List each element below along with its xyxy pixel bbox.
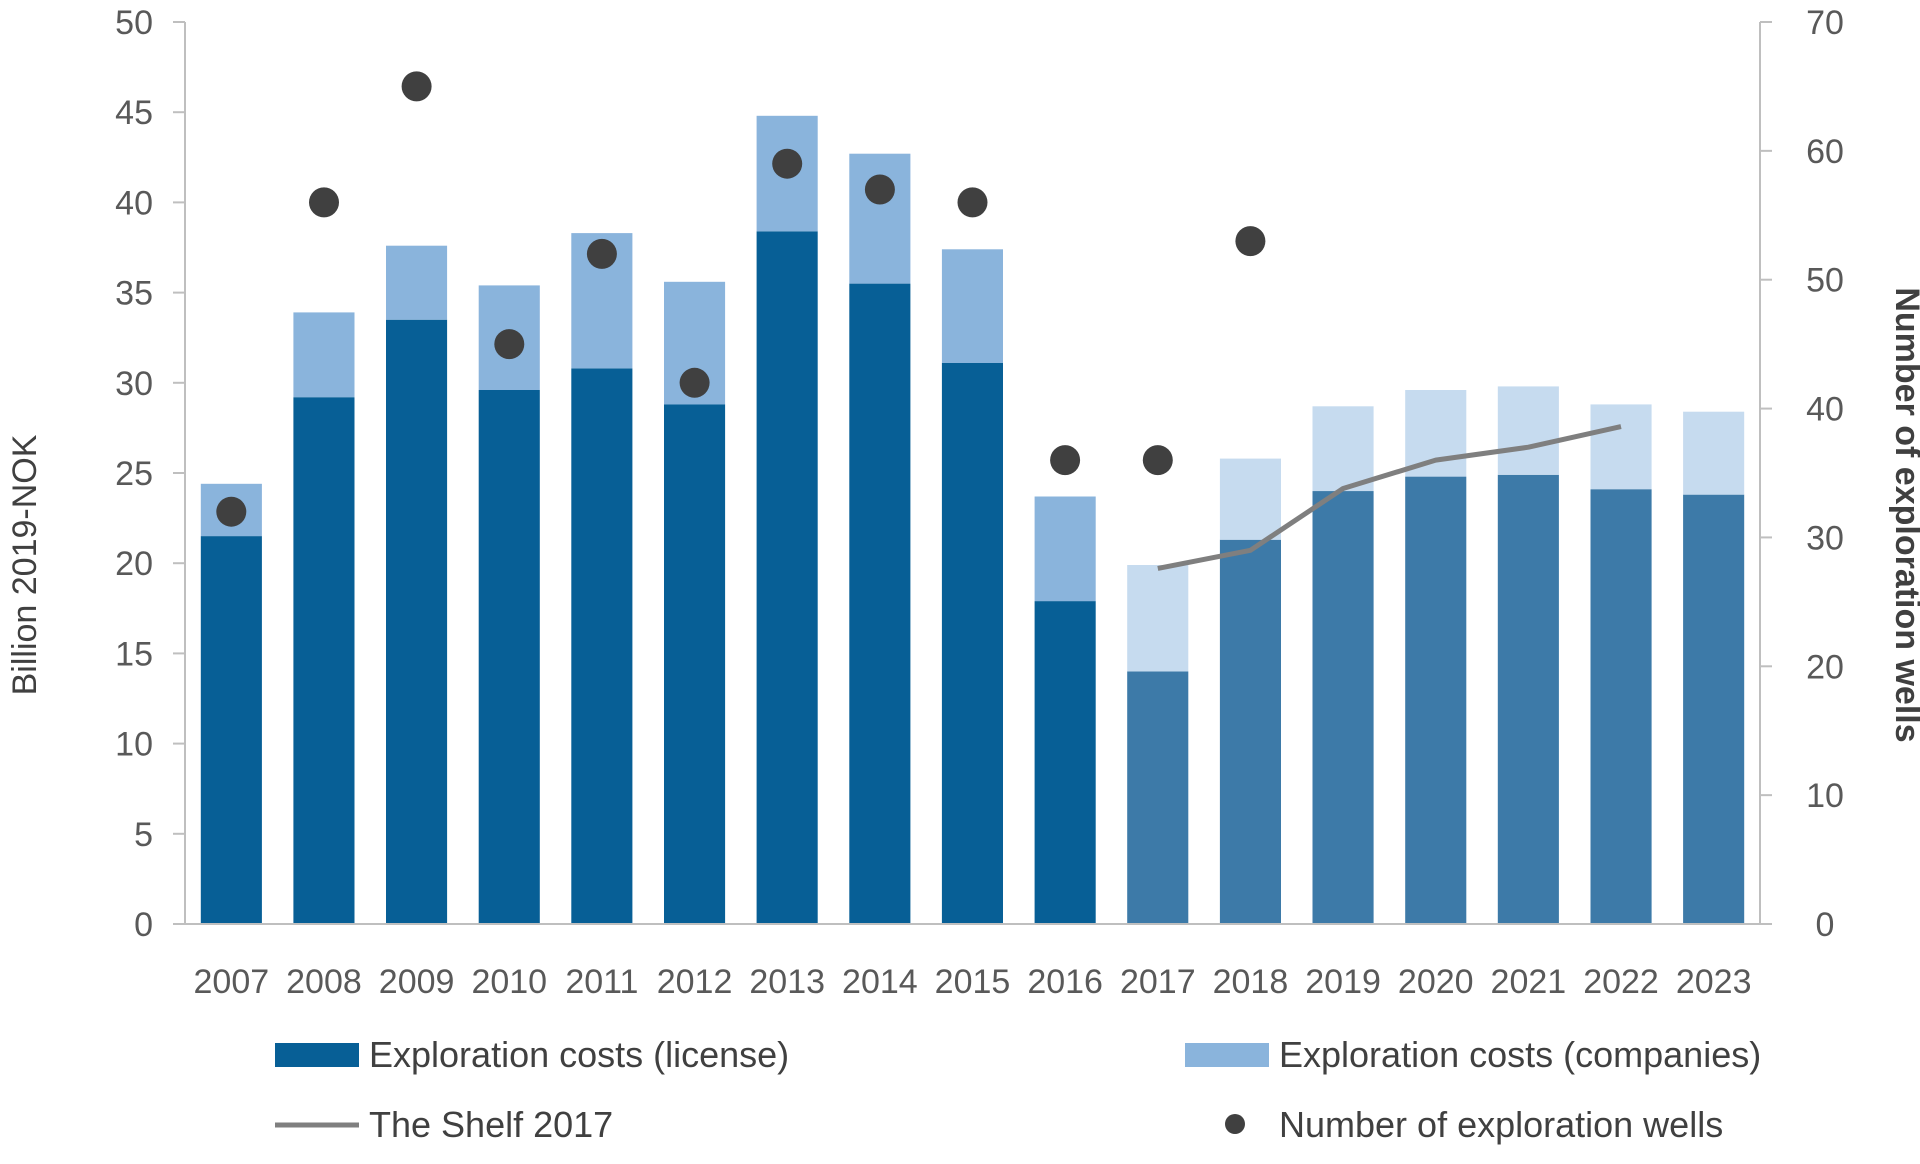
x-tick-label: 2017 — [1120, 963, 1196, 1001]
legend-item: Exploration costs (license) — [275, 1034, 789, 1075]
bar-license-2009 — [386, 319, 448, 924]
bar-license-2010 — [478, 390, 540, 924]
x-tick-label: 2019 — [1305, 963, 1381, 1001]
legend-dot-symbol — [1225, 1114, 1245, 1134]
wells-point-2016 — [1050, 445, 1081, 476]
dots-layer — [216, 71, 1266, 527]
wells-point-2011 — [586, 238, 617, 269]
legend: Exploration costs (license) Exploration c… — [275, 1034, 1761, 1145]
line-layer — [1157, 424, 1622, 571]
bar-companies-2015 — [941, 249, 1003, 363]
bar-license-2017 — [1127, 671, 1189, 924]
bar-license-2016 — [1034, 601, 1096, 924]
bar-license-2013 — [756, 231, 818, 925]
y2-tick-label: 70 — [1806, 4, 1844, 42]
axes-layer: 0 5 10 15 20 25 30 35 40 45 50 0 10 20 30 40 50 60 70 2007 2… — [115, 4, 1844, 1001]
x-tick-label: 2021 — [1491, 963, 1567, 1001]
bar-license-2020 — [1405, 476, 1467, 924]
series-line-shelf-2017 — [1157, 424, 1622, 571]
y-tick-label: 50 — [115, 4, 153, 42]
bar-companies-2016 — [1034, 496, 1096, 602]
bar-license-2018 — [1219, 539, 1281, 924]
bar-license-2021 — [1497, 474, 1559, 924]
x-tick-label: 2015 — [935, 963, 1011, 1001]
bar-companies-2018 — [1219, 458, 1281, 540]
bar-companies-2019 — [1312, 406, 1374, 492]
x-tick-label: 2008 — [286, 963, 362, 1001]
y2-tick-label: 40 — [1806, 391, 1844, 429]
x-tick-label: 2016 — [1027, 963, 1103, 1001]
wells-point-2014 — [864, 174, 895, 205]
x-tick-label: 2023 — [1676, 963, 1752, 1001]
bar-license-2012 — [664, 404, 726, 924]
legend-item: Number of exploration wells — [1225, 1104, 1723, 1145]
wells-point-2012 — [679, 367, 710, 398]
wells-point-2008 — [309, 187, 339, 218]
wells-point-2010 — [494, 329, 525, 360]
bar-companies-2022 — [1590, 404, 1652, 490]
x-tick-label: 2013 — [749, 963, 825, 1001]
wells-point-2009 — [401, 71, 432, 102]
x-tick-label: 2009 — [379, 963, 455, 1001]
bar-companies-2008 — [293, 312, 355, 398]
y-tick-label: 30 — [115, 365, 153, 403]
y-tick-label: 0 — [134, 906, 153, 944]
y2-axis-title: Number of exploration wells — [1888, 287, 1920, 742]
y-tick-label: 20 — [115, 545, 153, 583]
y-tick-label: 45 — [115, 94, 153, 132]
bar-license-2014 — [849, 283, 911, 925]
legend-label: The Shelf 2017 — [369, 1104, 613, 1145]
legend-label: Exploration costs (license) — [369, 1034, 789, 1075]
x-tick-label: 2011 — [565, 963, 638, 1001]
x-tick-label: 2018 — [1213, 963, 1289, 1001]
x-tick-label: 2010 — [471, 963, 547, 1001]
y-axis-title: Billion 2019-NOK — [6, 434, 44, 695]
x-tick-label: 2014 — [842, 963, 918, 1001]
bar-license-2019 — [1312, 491, 1374, 924]
bar-companies-2020 — [1405, 390, 1467, 477]
wells-point-2013 — [772, 148, 803, 179]
wells-point-2017 — [1142, 445, 1173, 476]
bar-companies-2014 — [849, 153, 911, 284]
x-tick-label: 2020 — [1398, 963, 1474, 1001]
y2-tick-label: 10 — [1806, 777, 1844, 815]
y-tick-label: 5 — [134, 816, 153, 854]
bars-layer — [200, 115, 1745, 925]
y2-tick-label: 0 — [1816, 906, 1835, 944]
wells-point-2015 — [957, 187, 988, 218]
wells-point-2007 — [216, 496, 247, 527]
bar-companies-2017 — [1127, 565, 1189, 672]
y-tick-label: 15 — [115, 635, 153, 673]
x-tick-label: 2007 — [194, 963, 270, 1001]
bar-companies-2023 — [1683, 411, 1745, 495]
y2-tick-label: 50 — [1806, 262, 1844, 300]
bar-license-2008 — [293, 397, 355, 924]
x-tick-label: 2012 — [657, 963, 733, 1001]
bar-companies-2009 — [386, 245, 448, 320]
bar-companies-2021 — [1497, 386, 1559, 475]
legend-label: Number of exploration wells — [1279, 1104, 1723, 1145]
y-tick-label: 10 — [115, 726, 153, 764]
y-tick-label: 40 — [115, 184, 153, 222]
x-tick-label: 2022 — [1583, 963, 1659, 1001]
legend-swatch — [275, 1043, 359, 1067]
wells-point-2018 — [1235, 226, 1266, 257]
legend-item: The Shelf 2017 — [275, 1104, 613, 1145]
y2-tick-label: 60 — [1806, 133, 1844, 171]
bar-license-2015 — [941, 363, 1003, 924]
bar-license-2007 — [200, 536, 262, 924]
bar-license-2023 — [1683, 494, 1745, 924]
legend-item: Exploration costs (companies) — [1185, 1034, 1761, 1075]
legend-swatch — [1185, 1043, 1269, 1067]
legend-label: Exploration costs (companies) — [1279, 1034, 1761, 1075]
y-tick-label: 25 — [115, 455, 153, 493]
bar-license-2022 — [1590, 489, 1652, 924]
y2-tick-label: 30 — [1806, 519, 1844, 557]
bar-license-2011 — [571, 368, 633, 924]
y-tick-label: 35 — [115, 275, 153, 313]
y2-tick-label: 20 — [1806, 648, 1844, 686]
